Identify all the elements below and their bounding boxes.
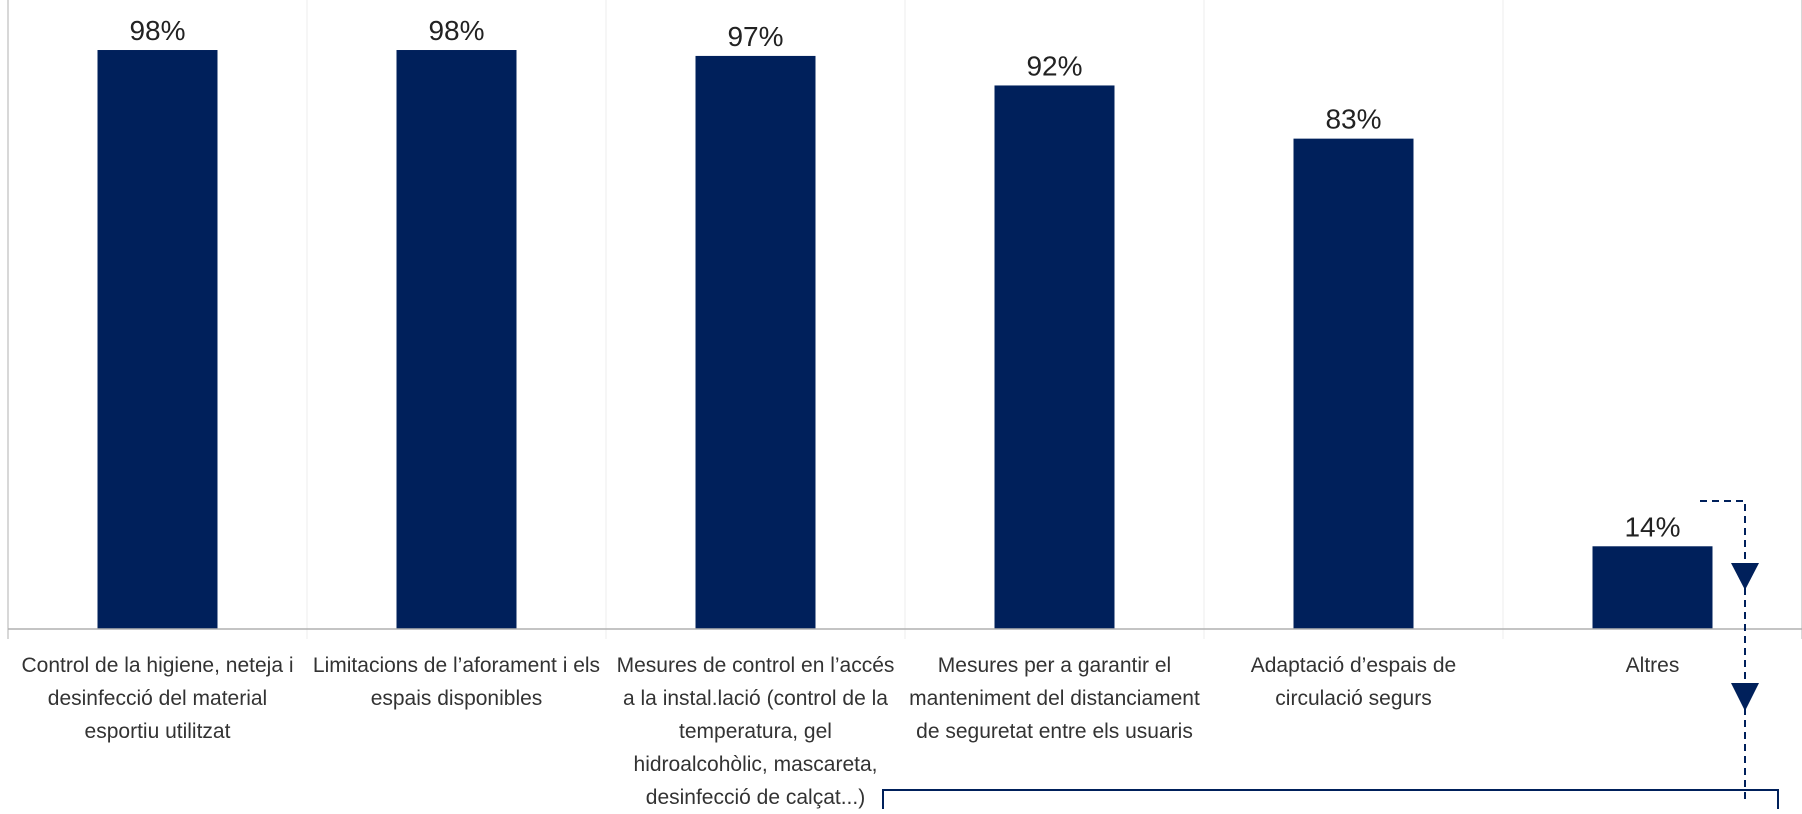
category-label: Adaptació d’espais de circulació segurs xyxy=(1250,654,1457,710)
bar-value-label: 14% xyxy=(1624,511,1680,542)
category-label: Mesures de control en l’accés a la insta… xyxy=(616,654,895,809)
bar-value-label: 98% xyxy=(428,15,484,46)
category-label: Control de la higiene, neteja i desinfec… xyxy=(21,654,294,743)
category-label: Mesures per a garantir el manteniment de… xyxy=(909,654,1200,743)
category-label: Altres xyxy=(1625,654,1680,677)
altres-callout xyxy=(882,500,1779,809)
callout-box xyxy=(882,789,1779,809)
bar-value-label: 83% xyxy=(1325,104,1381,135)
bar xyxy=(1592,546,1713,629)
bar-value-label: 97% xyxy=(727,21,783,52)
arrow-down-icon xyxy=(1731,563,1759,590)
bars xyxy=(97,50,1713,630)
bar xyxy=(1293,138,1414,630)
bar xyxy=(396,50,517,630)
category-separators xyxy=(7,0,1802,639)
bar-value-label: 92% xyxy=(1026,50,1082,81)
arrow-down-icon xyxy=(1731,683,1759,711)
category-label: Limitacions de l’aforament i els espais … xyxy=(312,654,601,710)
value-labels: 98% 98% 97% 92% 83% 14% xyxy=(129,15,1680,542)
bar xyxy=(97,50,218,630)
bar xyxy=(695,55,816,629)
bar-value-label: 98% xyxy=(129,15,185,46)
bar xyxy=(994,85,1115,630)
